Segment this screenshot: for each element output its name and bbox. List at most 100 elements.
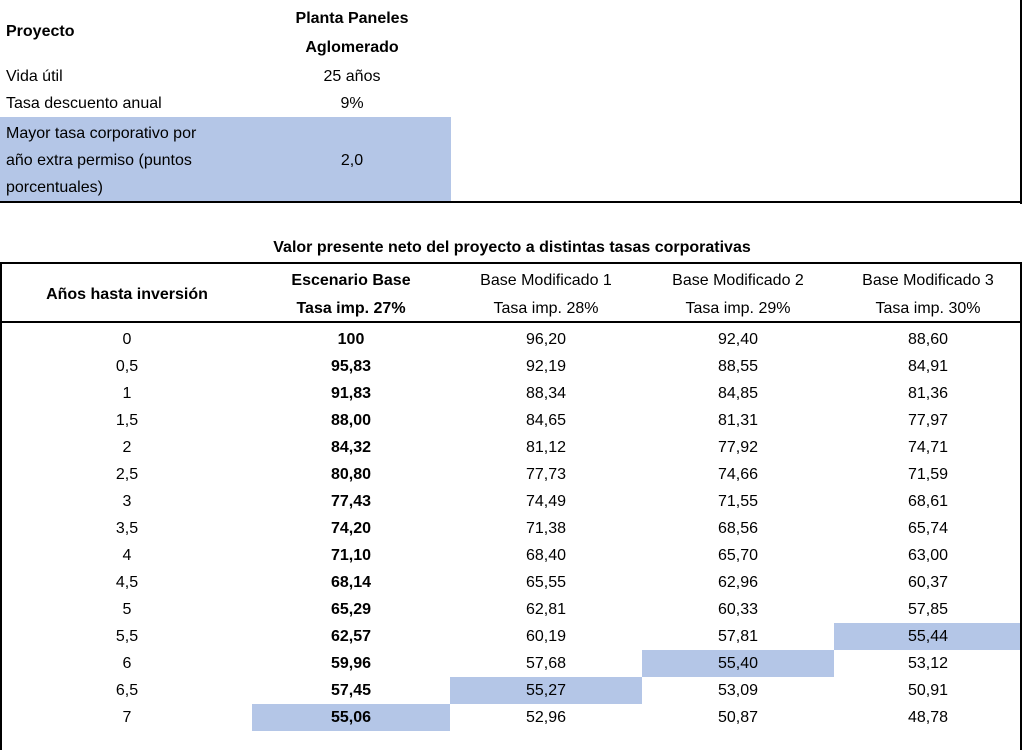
years-cell: 2 (122, 439, 132, 456)
years-cell: 6 (122, 655, 132, 672)
table-row: 6 59,96 57,68 55,40 53,12 (0, 650, 1022, 677)
info-border-right (1020, 0, 1022, 204)
base-cell: 59,96 (330, 655, 372, 672)
life-value: 25 años (323, 68, 381, 85)
mod2-cell: 77,92 (717, 439, 759, 456)
table-row: 1 91,83 88,34 84,85 81,36 (0, 380, 1022, 407)
base-cell: 100 (337, 331, 365, 348)
mod1-cell: 60,19 (525, 628, 567, 645)
mod2-cell: 81,31 (717, 412, 759, 429)
project-label: Proyecto (6, 23, 75, 40)
table-row: 6,5 57,45 55,27 53,09 50,91 (0, 677, 1022, 704)
mod1-cell: 68,40 (525, 547, 567, 564)
mod2-cell: 62,96 (717, 574, 759, 591)
table-row: 2,5 80,80 77,73 74,66 71,59 (0, 461, 1022, 488)
base-cell: 68,14 (330, 574, 372, 591)
years-cell: 0 (122, 331, 132, 348)
mod1-cell: 57,68 (525, 655, 567, 672)
mod2-cell: 71,55 (717, 493, 759, 510)
base-cell: 80,80 (330, 466, 372, 483)
base-cell: 84,32 (330, 439, 372, 456)
mod2-cell: 74,66 (717, 466, 759, 483)
years-cell: 1,5 (115, 412, 139, 429)
base-cell: 77,43 (330, 493, 372, 510)
years-cell: 0,5 (115, 358, 139, 375)
mod2-cell: 84,85 (717, 385, 759, 402)
mod3-cell: 48,78 (907, 709, 949, 726)
col4-header-rate: Tasa imp. 30% (875, 300, 981, 317)
discount-value: 9% (340, 95, 364, 112)
mod1-cell: 65,55 (525, 574, 567, 591)
base-cell: 65,29 (330, 601, 372, 618)
col2-header-name: Base Modificado 1 (480, 272, 612, 289)
years-cell: 7 (122, 709, 132, 726)
years-cell: 4,5 (115, 574, 139, 591)
mod3-cell: 84,91 (907, 358, 949, 375)
mod3-cell: 60,37 (907, 574, 949, 591)
col4-header-name: Base Modificado 3 (862, 272, 994, 289)
table-row: 0,5 95,83 92,19 88,55 84,91 (0, 353, 1022, 380)
years-cell: 3 (122, 493, 132, 510)
mod3-cell: 53,12 (907, 655, 949, 672)
mod3-cell: 77,97 (907, 412, 949, 429)
base-cell: 55,06 (252, 704, 450, 731)
table-border-right (1020, 262, 1022, 750)
extra-rate-label-line2: año extra permiso (puntos (6, 152, 192, 169)
years-cell: 5 (122, 601, 132, 618)
mod3-cell: 88,60 (907, 331, 949, 348)
base-cell: 88,00 (330, 412, 372, 429)
mod2-cell: 55,40 (642, 650, 834, 677)
table-row: 1,5 88,00 84,65 81,31 77,97 (0, 407, 1022, 434)
mod1-cell: 77,73 (525, 466, 567, 483)
years-cell: 6,5 (115, 682, 139, 699)
years-cell: 1 (122, 385, 132, 402)
table-row: 5,5 62,57 60,19 57,81 55,44 (0, 623, 1022, 650)
mod1-cell: 84,65 (525, 412, 567, 429)
col3-header-rate: Tasa imp. 29% (685, 300, 791, 317)
years-cell: 4 (122, 547, 132, 564)
table-row: 4,5 68,14 65,55 62,96 60,37 (0, 569, 1022, 596)
mod1-cell: 88,34 (525, 385, 567, 402)
mod3-cell: 74,71 (907, 439, 949, 456)
mod1-cell: 55,27 (450, 677, 642, 704)
table-row: 7 55,06 52,96 50,87 48,78 (0, 704, 1022, 731)
header-border-bottom (0, 321, 1022, 323)
mod1-cell: 62,81 (525, 601, 567, 618)
base-cell: 57,45 (330, 682, 372, 699)
mod3-cell: 81,36 (907, 385, 949, 402)
extra-rate-value: 2,0 (340, 152, 364, 169)
extra-rate-label-line3: porcentuales) (6, 179, 103, 196)
table-row: 3,5 74,20 71,38 68,56 65,74 (0, 515, 1022, 542)
col1-header-rate: Tasa imp. 27% (296, 300, 406, 317)
years-cell: 3,5 (115, 520, 139, 537)
mod3-cell: 57,85 (907, 601, 949, 618)
years-cell: 2,5 (115, 466, 139, 483)
table-row: 0 100 96,20 92,40 88,60 (0, 326, 1022, 353)
mod2-cell: 68,56 (717, 520, 759, 537)
mod1-cell: 81,12 (525, 439, 567, 456)
mod1-cell: 52,96 (525, 709, 567, 726)
mod2-cell: 88,55 (717, 358, 759, 375)
mod2-cell: 53,09 (717, 682, 759, 699)
mod1-cell: 71,38 (525, 520, 567, 537)
project-name-line1: Planta Paneles (295, 10, 409, 27)
mod3-cell: 68,61 (907, 493, 949, 510)
mod1-cell: 74,49 (525, 493, 567, 510)
col3-header-name: Base Modificado 2 (672, 272, 804, 289)
table-row: 2 84,32 81,12 77,92 74,71 (0, 434, 1022, 461)
project-name-line2: Aglomerado (305, 39, 399, 56)
years-cell: 5,5 (115, 628, 139, 645)
table-row: 5 65,29 62,81 60,33 57,85 (0, 596, 1022, 623)
base-cell: 95,83 (330, 358, 372, 375)
mod2-cell: 92,40 (717, 331, 759, 348)
base-cell: 71,10 (330, 547, 372, 564)
mod1-cell: 96,20 (525, 331, 567, 348)
col2-header-rate: Tasa imp. 28% (493, 300, 599, 317)
mod2-cell: 57,81 (717, 628, 759, 645)
mod3-cell: 65,74 (907, 520, 949, 537)
table-border-left (0, 262, 2, 750)
mod3-cell: 50,91 (907, 682, 949, 699)
col1-header-name: Escenario Base (291, 272, 411, 289)
mod3-cell: 63,00 (907, 547, 949, 564)
table-row: 4 71,10 68,40 65,70 63,00 (0, 542, 1022, 569)
